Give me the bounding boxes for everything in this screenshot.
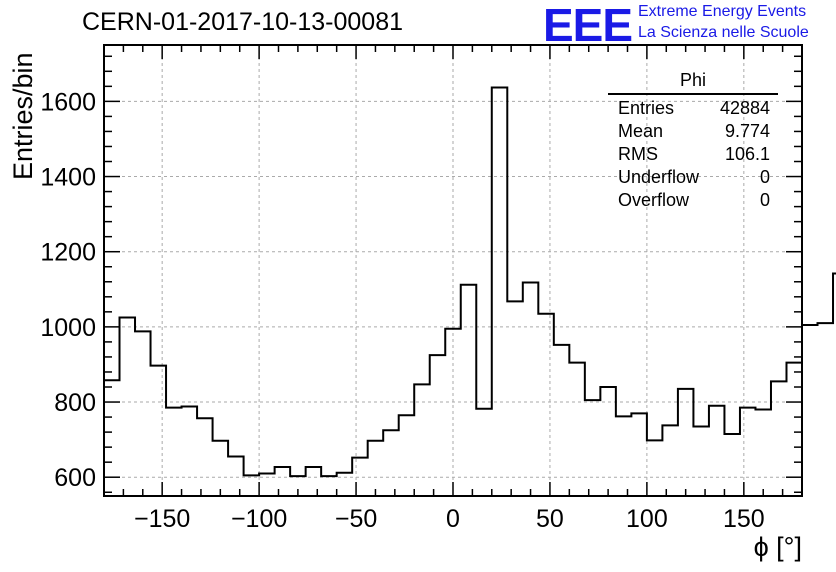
stats-row-rms: RMS 106.1 (608, 143, 778, 166)
histogram-bin (135, 331, 151, 496)
x-tick-label: 50 (536, 505, 564, 533)
y-tick-label: 1400 (40, 164, 96, 192)
x-tick-labels: −150 −100 −50 0 50 100 150 (134, 505, 765, 533)
histogram-bin (445, 329, 461, 496)
eee-logo: EEE (543, 0, 633, 51)
eee-logo-line-2: La Scienza nelle Scuole (638, 24, 809, 41)
histogram-bin (275, 467, 291, 496)
stats-value: 0 (759, 167, 770, 187)
histogram-bin (786, 363, 802, 496)
stats-label: Underflow (618, 167, 700, 187)
x-tick-label: 0 (446, 505, 460, 533)
stats-row-overflow: Overflow 0 (608, 189, 778, 212)
histogram-bin (228, 457, 244, 496)
y-axis-label: Entries/bin (8, 52, 38, 180)
histogram-bin (600, 387, 616, 496)
stats-value: 0 (759, 190, 770, 210)
stats-value: 9.774 (724, 121, 770, 141)
histogram-bin (538, 314, 554, 496)
y-tick-label: 800 (54, 389, 96, 417)
axis-ticks (103, 45, 803, 496)
histogram-bin (414, 384, 430, 496)
histogram-bin (771, 381, 787, 496)
x-tick-label: −150 (134, 505, 190, 533)
histogram-bin (662, 425, 678, 496)
y-tick-label: 1200 (40, 239, 96, 267)
histogram-bin (569, 363, 585, 496)
histogram-bin (104, 380, 120, 496)
chart-title: CERN-01-2017-10-13-00081 (82, 8, 404, 36)
histogram-bin (818, 323, 834, 496)
stats-value: 106.1 (724, 144, 770, 164)
histogram-bin (693, 426, 709, 496)
histogram-bin (306, 467, 322, 496)
stats-label: Entries (618, 98, 675, 118)
histogram-bin (492, 87, 508, 496)
histogram-bin (337, 473, 353, 496)
histogram-bin (724, 434, 740, 496)
histogram-bin (383, 430, 399, 496)
x-tick-label: 150 (723, 505, 765, 533)
histogram-bin (678, 389, 694, 496)
stats-title: Phi (608, 70, 778, 95)
stats-box: Phi Entries 42884 Mean 9.774 RMS 106.1 U… (608, 70, 778, 212)
histogram-bin (507, 301, 523, 496)
stats-row-entries: Entries 42884 (608, 97, 778, 120)
y-tick-label: 1600 (40, 88, 96, 116)
histogram-bin (554, 345, 570, 496)
histogram-bin (151, 366, 167, 496)
y-tick-label: 1000 (40, 314, 96, 342)
stats-value: 42884 (719, 98, 770, 118)
histogram-bin (430, 355, 446, 496)
y-tick-labels: 600 800 1000 1200 1400 1600 (40, 88, 96, 492)
histogram-bin (631, 413, 647, 496)
histogram-bin (802, 325, 818, 496)
histogram-bin (166, 408, 182, 496)
histogram-bin (585, 400, 601, 496)
histogram-bin (368, 441, 384, 496)
y-tick-label: 600 (54, 464, 96, 492)
histogram-bin (244, 475, 260, 496)
histogram-bin (476, 409, 492, 496)
x-tick-label: −50 (335, 505, 377, 533)
stats-row-underflow: Underflow 0 (608, 166, 778, 189)
histogram-bin (709, 406, 725, 496)
histogram-bin (259, 473, 275, 496)
histogram-bin (740, 408, 756, 496)
histogram-bin (399, 415, 415, 496)
x-tick-label: −100 (231, 505, 287, 533)
grid-lines (104, 45, 802, 496)
histogram-bin (647, 440, 663, 496)
histogram-bin (120, 317, 136, 496)
histogram-bin (523, 283, 539, 496)
stats-row-mean: Mean 9.774 (608, 120, 778, 143)
x-axis-label: ϕ [°] (753, 532, 802, 562)
histogram-bin (197, 418, 213, 496)
histogram-bin (755, 410, 771, 496)
histogram-bin (213, 441, 229, 496)
stats-label: Overflow (618, 190, 690, 210)
stats-label: Mean (618, 121, 664, 141)
histogram-bin (182, 407, 198, 496)
histogram-bin (616, 416, 632, 496)
eee-logo-line-1: Extreme Energy Events (638, 3, 807, 20)
histogram-bin (461, 285, 477, 496)
stats-label: RMS (618, 144, 658, 164)
x-tick-label: 100 (626, 505, 668, 533)
histogram-step-line (103, 86, 836, 496)
histogram-bin (321, 476, 337, 496)
histogram-bin (352, 458, 368, 496)
histogram-bin (290, 476, 306, 496)
